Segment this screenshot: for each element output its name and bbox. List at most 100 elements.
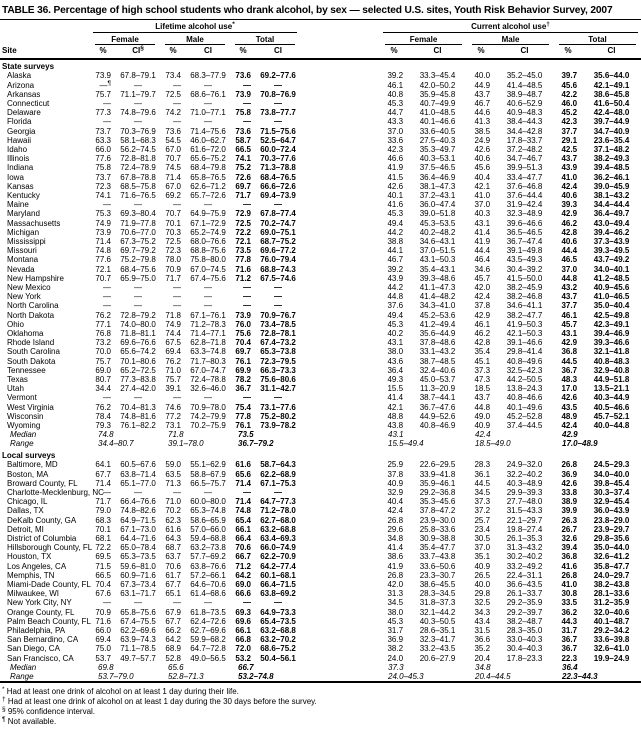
cell-value: 75.0 [95, 644, 111, 654]
cell-value: 42.0 [474, 282, 491, 292]
cell-value: 58.7–64.3 [260, 460, 296, 470]
pct-header: % [554, 45, 583, 60]
cell-value: 36.7 [561, 644, 578, 654]
cell-value: 41.3 [474, 117, 491, 127]
cell-value: 71.8 [165, 310, 181, 320]
cell-value: 74.9 [95, 218, 111, 228]
gap-cell [300, 200, 380, 209]
table-row: New Hampshire 70.7 65.9–75.0 71.7 67.4–75.6 7… [0, 274, 641, 283]
cell-value: 67.1–76.1 [190, 310, 226, 320]
table-row: South Dakota 75.7 70.1–80.6 76.2 71.7–80.3 76… [0, 357, 641, 366]
cell-value: 49.3 [387, 375, 404, 385]
cell-value: 32.6–41.2 [593, 552, 630, 562]
gap-cell [300, 301, 380, 310]
cell-value: 36.9 [561, 469, 578, 479]
cell-value: 33.4–47.7 [506, 172, 543, 182]
cell-value: 45.7 [474, 273, 491, 283]
table-row: Ohio 77.1 74.0–80.0 74.9 71.2–78.3 76.0 73.4–7… [0, 320, 641, 329]
cell-value: 19.9–24.9 [593, 653, 630, 663]
cell-value: 72.3–79.5 [260, 356, 296, 366]
cell-value: 40.8 [387, 89, 404, 99]
empty-cell [0, 33, 90, 45]
cell-value: 68.7 [165, 543, 181, 553]
gap-cell [300, 672, 380, 681]
gap-cell [300, 525, 380, 534]
cell-value: 66.1 [235, 626, 251, 635]
cell-value: — [134, 117, 142, 127]
table-row: Missouri 74.8 69.7–79.2 72.3 68.8–75.6 73.5 69… [0, 246, 641, 255]
cell-value: 61.4–68.6 [190, 589, 226, 599]
cell-site: Kentucky [7, 190, 40, 200]
cell-value: 77.6 [95, 154, 111, 164]
cell-value: 32.4–40.6 [419, 365, 456, 375]
cell-value: 74.4 [165, 329, 181, 338]
cell-value: 75.8 [235, 108, 251, 118]
cell-value: 63.3–74.8 [190, 347, 226, 357]
cell-value: 71.4 [235, 478, 251, 488]
cell-value: 34.4–44.4 [593, 200, 630, 210]
table-row: Milwaukee, WI 67.6 63.1–71.7 65.1 61.4–68.6 6… [0, 589, 641, 598]
cell-value: 42.5–49.8 [593, 310, 630, 320]
cell-value: 40.3–44.9 [593, 393, 630, 403]
cell-value: 27.7–48.0 [506, 497, 543, 507]
subheader-female: Female [380, 33, 467, 46]
cell-value: 37.0 [561, 264, 578, 274]
cell-value: 69.6–76.6 [120, 338, 156, 348]
cell-value: 41.9 [387, 561, 404, 571]
cell-value: 35.8–47.7 [593, 561, 630, 571]
cell-value: 46.2 [474, 329, 491, 338]
gap-cell [300, 506, 380, 515]
cell-value: 34.3–41.0 [419, 301, 456, 311]
cell-value: 72.0 [235, 644, 251, 654]
cell-value: 32.0–40.6 [593, 607, 630, 617]
cell-site: Wisconsin [7, 411, 44, 421]
cell-value: 37.2–43.1 [419, 190, 456, 200]
cell-value: 63.8–71.4 [120, 469, 156, 479]
cell-value: 75.3 [95, 209, 111, 219]
cell-value: 77.8 [235, 411, 251, 421]
cell-site: Mississippi [7, 236, 46, 246]
cell-value: — [103, 98, 111, 108]
table-row: Los Angeles, CA 71.5 59.6–81.0 70.6 63.8–76.… [0, 562, 641, 571]
cell-value: 48.3 [561, 375, 578, 385]
cell-value: 68.8–75.6 [190, 246, 226, 256]
cell-value: 37.3 [474, 497, 491, 507]
group-label-lifetime: Lifetime alcohol use* [93, 20, 298, 34]
cell-value: 63.5 [165, 469, 181, 479]
cell-value: — [243, 487, 251, 497]
cell-value: 33.2–49.2 [506, 561, 543, 571]
cell-value: 77.3 [95, 108, 111, 118]
cell-value: 24.9 [474, 135, 491, 145]
cell-value: 42.3–49.1 [593, 319, 630, 329]
cell-value: 56.2–74.5 [120, 144, 156, 154]
cell-value: 66.6–72.6 [260, 181, 296, 191]
cell-site: Palm Beach County, FL [7, 616, 91, 626]
cell-value: 44.5 [474, 478, 491, 488]
cell-site: New York [7, 292, 41, 302]
cell-value: 75.2 [235, 163, 251, 173]
cell-value: 73.2 [95, 338, 111, 348]
cell-value: 40.0 [474, 71, 491, 81]
cell-value: 31.2–35.9 [593, 598, 630, 608]
cell-value: 74.8–81.6 [120, 411, 156, 421]
pct-header: % [160, 45, 186, 60]
cell-value: 71.7 [165, 273, 181, 283]
cell-value: 38.6–45.8 [593, 89, 630, 99]
cell-site: Arizona [7, 80, 35, 90]
cell-value: 34.0–40.1 [593, 264, 630, 274]
cell-value: 34.4 [95, 384, 111, 394]
cell-value: 28.1–33.6 [593, 589, 630, 599]
cell-site: Nevada [7, 264, 35, 274]
cell-value: 37.7 [561, 126, 578, 136]
section-row: State surveys [0, 59, 641, 72]
cell-site: San Diego, CA [7, 644, 60, 654]
cell-value: 26.8 [561, 460, 578, 470]
cell-value: 70.6 [165, 561, 181, 571]
cell-stat-value: 42.9 [562, 430, 578, 440]
cell-value: 67.7 [165, 579, 181, 589]
cell-value: 69.0 [95, 365, 111, 375]
median-row: Median 74.8 71.8 73.5 43.1 42.4 42.9 [0, 430, 641, 439]
table-row: Memphis, TN 66.5 60.9–71.6 61.7 57.2–66.1 64.… [0, 571, 641, 580]
cell-value: 72.8–78.1 [260, 329, 296, 338]
cell-value: 62.7–68.0 [260, 515, 296, 525]
